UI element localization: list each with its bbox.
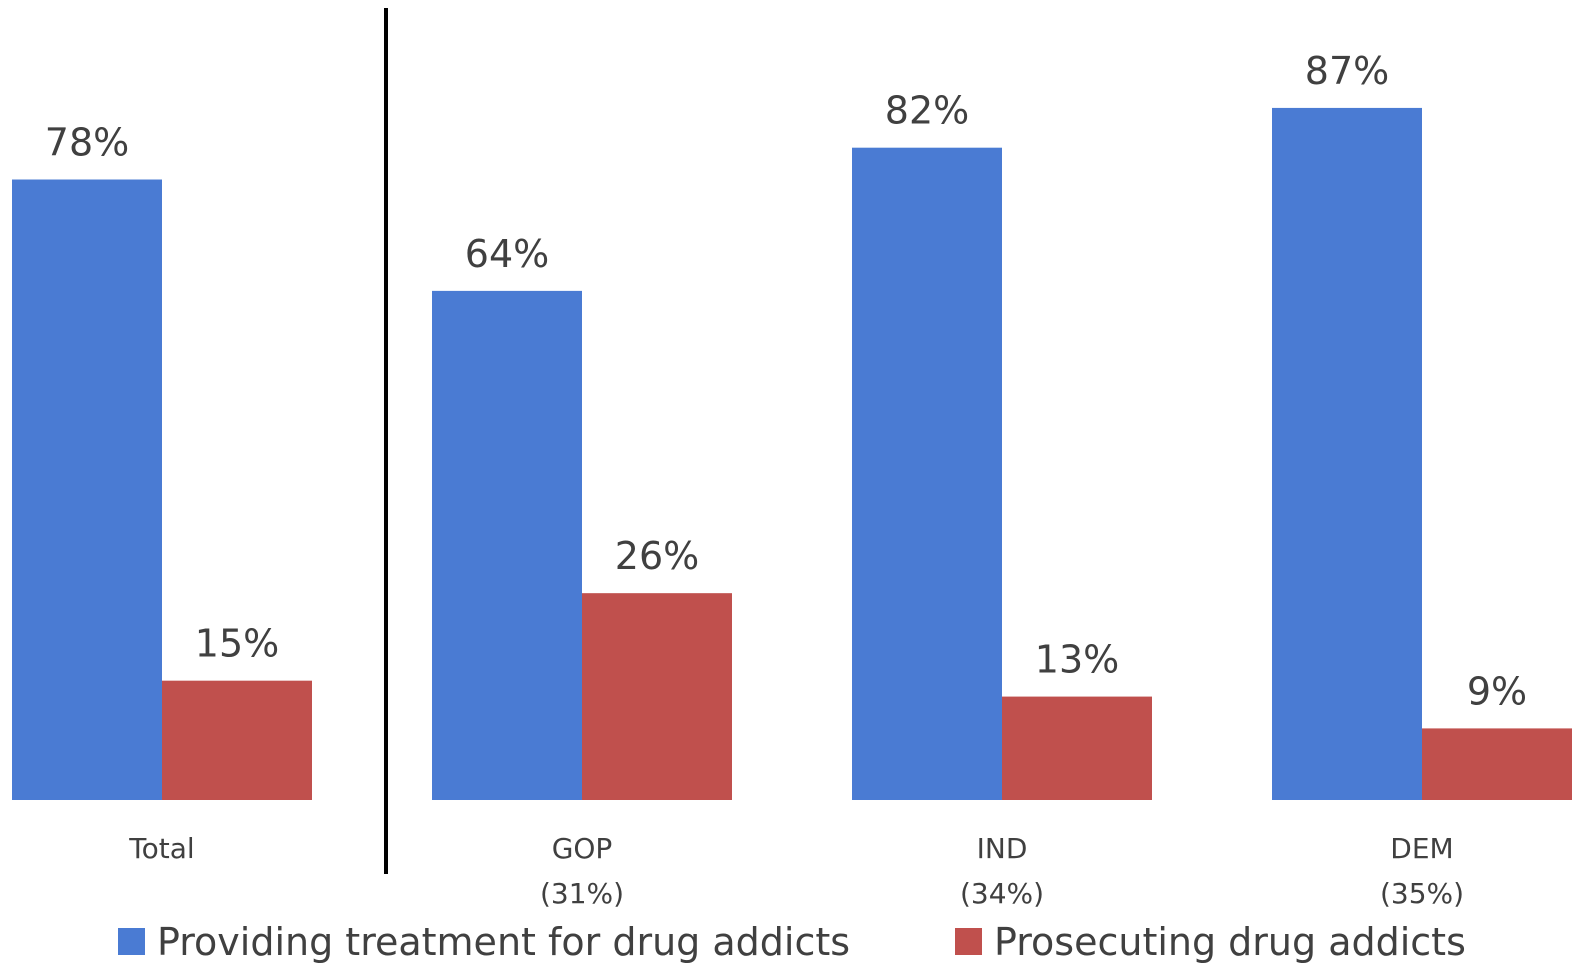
legend-label-series-1: Providing treatment for drug addicts <box>157 920 850 964</box>
legend: Providing treatment for drug addicts Pros… <box>118 920 1466 964</box>
bar-total-series-2 <box>162 680 312 800</box>
bar-ind-series-2 <box>1002 696 1152 800</box>
category-sublabel-ind: (34%) <box>960 877 1044 910</box>
category-label-gop: GOP <box>552 832 613 865</box>
category-sublabel-gop: (31%) <box>540 877 624 910</box>
legend-swatch-series-2 <box>955 928 982 955</box>
value-labels-group: 78% 15% 64% 26% 82% 13% 87% 9% <box>45 49 1527 713</box>
category-label-total: Total <box>128 832 194 865</box>
category-label-ind: IND <box>977 832 1028 865</box>
category-sublabel-dem: (35%) <box>1380 877 1464 910</box>
category-labels-group: Total GOP (31%) IND (34%) DEM (35%) <box>128 832 1464 910</box>
bar-total-series-1 <box>12 179 162 800</box>
value-label-total-series-2: 15% <box>195 622 279 666</box>
bar-dem-series-2 <box>1422 728 1572 800</box>
value-label-gop-series-2: 26% <box>615 534 699 578</box>
legend-label-series-2: Prosecuting drug addicts <box>994 920 1466 964</box>
bar-dem-series-1 <box>1272 107 1422 801</box>
bars-group <box>12 107 1572 801</box>
bar-ind-series-1 <box>852 147 1002 800</box>
value-label-dem-series-1: 87% <box>1305 49 1389 93</box>
bar-gop-series-1 <box>432 290 582 800</box>
value-label-ind-series-1: 82% <box>885 89 969 133</box>
bar-gop-series-2 <box>582 593 732 800</box>
legend-swatch-series-1 <box>118 928 145 955</box>
value-label-gop-series-1: 64% <box>465 232 549 276</box>
value-label-ind-series-2: 13% <box>1035 638 1119 682</box>
category-label-dem: DEM <box>1390 832 1453 865</box>
value-label-dem-series-2: 9% <box>1467 669 1527 713</box>
value-label-total-series-1: 78% <box>45 121 129 165</box>
